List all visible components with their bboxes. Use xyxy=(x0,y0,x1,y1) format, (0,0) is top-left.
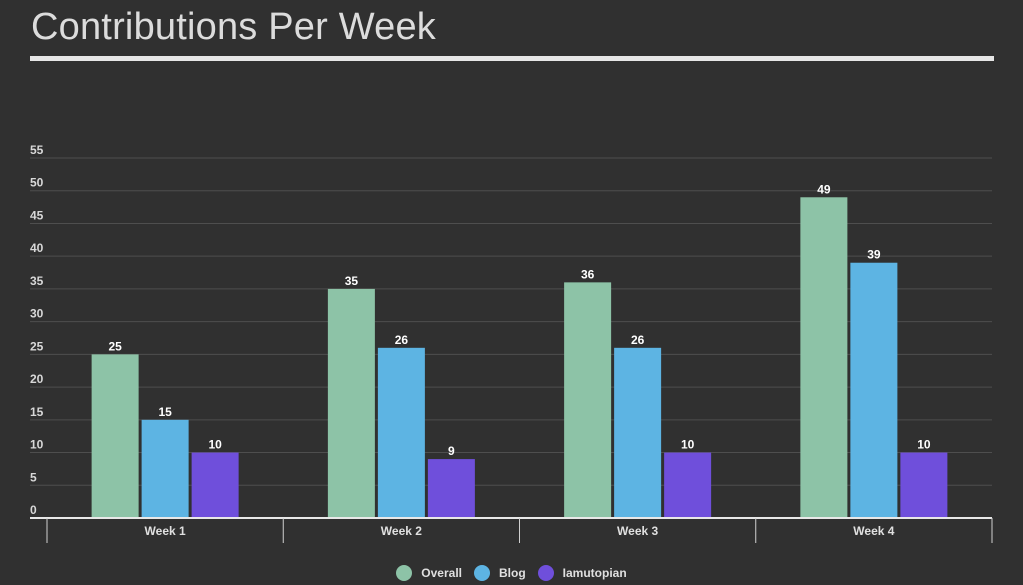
legend-item: Blog xyxy=(474,565,526,581)
data-label: 39 xyxy=(867,248,881,262)
legend-swatch xyxy=(396,565,413,581)
data-label: 26 xyxy=(631,333,645,347)
x-tick-label: Week 4 xyxy=(853,524,894,538)
x-tick-label: Week 3 xyxy=(617,524,658,538)
y-tick-label: 40 xyxy=(30,241,44,255)
data-label: 36 xyxy=(581,267,595,281)
y-tick-label: 15 xyxy=(30,405,44,419)
y-tick-label: 45 xyxy=(30,208,44,222)
y-tick-label: 20 xyxy=(30,372,44,386)
data-label: 10 xyxy=(208,438,222,452)
y-axis-ticks: 0 5 10 15 20 25 30 35 40 45 50 55 xyxy=(30,143,44,517)
data-label: 10 xyxy=(917,438,931,452)
bar xyxy=(564,282,612,518)
chart-title: Contributions Per Week xyxy=(31,6,436,48)
y-tick-label: 25 xyxy=(30,339,44,353)
y-tick-label: 5 xyxy=(30,470,37,484)
bar xyxy=(800,197,848,519)
data-label: 15 xyxy=(158,405,172,419)
data-labels: 25 15 10 35 26 9 36 26 10 49 39 10 xyxy=(108,182,930,458)
bar xyxy=(141,419,189,518)
bar xyxy=(91,354,139,518)
legend-swatch xyxy=(474,565,490,581)
bar xyxy=(664,452,712,518)
legend-item: Overall xyxy=(396,565,462,581)
y-tick-label: 55 xyxy=(30,143,44,157)
title-underline xyxy=(30,56,994,61)
data-label: 10 xyxy=(681,438,695,452)
bar xyxy=(191,452,239,518)
bar xyxy=(900,452,948,518)
bar xyxy=(327,288,375,518)
bar xyxy=(614,347,662,518)
data-label: 26 xyxy=(395,333,409,347)
y-tick-label: 30 xyxy=(30,307,44,321)
y-tick-label: 10 xyxy=(30,438,44,452)
bar xyxy=(377,347,425,518)
legend-label: Iamutopian xyxy=(562,566,627,580)
x-tick-label: Week 2 xyxy=(381,524,422,538)
x-axis: Week 1 Week 2 Week 3 Week 4 xyxy=(30,517,993,543)
bar-chart: 0 5 10 15 20 25 30 35 40 45 50 55 25 15 10 35 26 9 36 26 10… xyxy=(30,143,993,543)
bars xyxy=(91,197,948,519)
bar xyxy=(850,262,898,518)
data-label: 9 xyxy=(448,444,455,458)
legend-item: Iamutopian xyxy=(537,565,627,581)
legend: Overall Blog Iamutopian xyxy=(0,565,1023,581)
legend-label: Overall xyxy=(421,566,462,580)
data-label: 35 xyxy=(345,274,359,288)
x-tick-label: Week 1 xyxy=(145,524,186,538)
y-tick-label: 0 xyxy=(30,503,37,517)
data-label: 49 xyxy=(817,182,831,196)
y-tick-label: 50 xyxy=(30,176,44,190)
y-tick-label: 35 xyxy=(30,274,44,288)
legend-swatch xyxy=(537,565,554,581)
legend-label: Blog xyxy=(499,566,526,580)
data-label: 25 xyxy=(108,339,122,353)
bar xyxy=(427,459,475,518)
